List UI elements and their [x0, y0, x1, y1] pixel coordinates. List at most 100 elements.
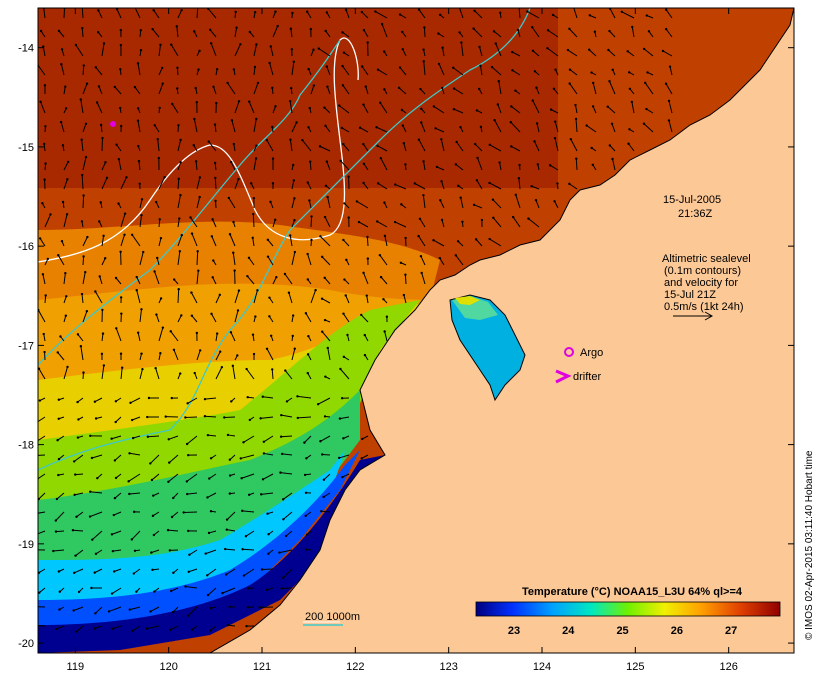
velocity-arrow-head: [77, 590, 81, 594]
velocity-arrow: [154, 271, 160, 285]
velocity-arrow: [234, 44, 241, 57]
velocity-arrow-head: [175, 25, 178, 28]
velocity-arrow: [158, 219, 161, 228]
velocity-arrow-head: [219, 350, 222, 353]
velocity-arrow-head: [668, 65, 672, 68]
velocity-arrow-head: [274, 218, 277, 222]
x-tick-label: 121: [253, 661, 271, 673]
velocity-arrow-head: [535, 86, 538, 89]
velocity-arrow-head: [206, 593, 210, 597]
velocity-arrow-head: [59, 120, 63, 124]
velocity-arrow-head: [292, 60, 296, 63]
velocity-arrow-head: [291, 314, 295, 317]
velocity-arrow: [422, 195, 426, 209]
velocity-arrow: [209, 29, 217, 38]
velocity-arrow-head: [301, 138, 304, 142]
velocity-arrow: [129, 606, 141, 611]
velocity-arrow: [260, 416, 274, 419]
velocity-arrow-head: [58, 590, 62, 593]
velocity-arrow: [137, 120, 141, 133]
velocity-arrow: [82, 65, 85, 76]
velocity-arrow-head: [76, 436, 80, 439]
velocity-arrow: [253, 66, 256, 76]
velocity-arrow-head: [292, 179, 296, 182]
argo-label: Argo: [580, 347, 603, 359]
velocity-arrow: [414, 183, 426, 190]
velocity-arrow: [609, 81, 616, 95]
velocity-arrow-head: [258, 606, 261, 609]
velocity-arrow-head: [79, 98, 82, 101]
velocity-arrow-head: [568, 182, 571, 186]
velocity-arrow: [193, 118, 198, 133]
velocity-arrow: [98, 86, 103, 95]
velocity-arrow-head: [237, 177, 240, 181]
velocity-arrow: [82, 236, 88, 247]
velocity-arrow-head: [30, 513, 32, 515]
velocity-arrow-head: [190, 232, 194, 235]
velocity-arrow-head: [413, 182, 417, 185]
velocity-arrow-head: [440, 138, 443, 141]
velocity-arrow-head: [628, 87, 632, 90]
velocity-arrow: [139, 199, 143, 209]
velocity-arrow: [44, 295, 47, 304]
velocity-arrow: [177, 315, 182, 323]
velocity-arrow: [115, 277, 122, 285]
velocity-arrow-head: [166, 528, 170, 532]
velocity-arrow: [608, 49, 616, 57]
velocity-arrow-head: [57, 253, 60, 257]
velocity-arrow: [191, 233, 198, 247]
velocity-arrow-head: [326, 85, 329, 88]
velocity-arrow: [586, 125, 597, 133]
velocity-arrow-head: [282, 576, 285, 580]
velocity-arrow-head: [156, 256, 159, 260]
velocity-arrow-head: [283, 272, 287, 276]
velocity-arrow-head: [645, 107, 648, 111]
velocity-arrow-head: [214, 176, 217, 180]
velocity-arrow-head: [136, 331, 140, 334]
velocity-arrow: [532, 100, 540, 114]
velocity-arrow-head: [306, 181, 309, 184]
velocity-arrow: [191, 315, 198, 323]
velocity-arrow: [288, 292, 293, 304]
velocity-arrow-head: [246, 395, 249, 399]
velocity-arrow-head: [138, 182, 141, 186]
velocity-arrow-head: [172, 496, 175, 500]
velocity-arrow-head: [647, 30, 651, 33]
velocity-arrow-head: [366, 41, 369, 44]
velocity-arrow-head: [41, 273, 45, 276]
date-label: 15-Jul-2005: [663, 194, 721, 206]
velocity-arrow: [153, 9, 160, 19]
velocity-arrow-head: [422, 160, 425, 163]
velocity-arrow-head: [230, 160, 233, 164]
velocity-arrow-head: [101, 308, 104, 312]
velocity-arrow-head: [385, 315, 389, 318]
velocity-arrow-head: [94, 290, 97, 293]
velocity-arrow-head: [82, 371, 85, 374]
velocity-arrow: [94, 291, 103, 304]
velocity-arrow-head: [282, 518, 285, 521]
velocity-arrow-head: [382, 298, 385, 301]
velocity-arrow: [248, 257, 255, 266]
velocity-arrow-head: [119, 28, 122, 32]
velocity-arrow-head: [114, 420, 117, 424]
velocity-arrow: [433, 105, 445, 114]
velocity-arrow: [53, 549, 65, 552]
velocity-arrow-head: [232, 142, 236, 146]
velocity-arrow-head: [588, 48, 591, 51]
velocity-arrow: [242, 510, 255, 513]
velocity-arrow: [418, 235, 426, 247]
velocity-arrow-head: [325, 11, 329, 14]
velocity-arrow-head: [288, 99, 292, 103]
velocity-arrow: [285, 530, 293, 537]
velocity-arrow: [136, 290, 141, 304]
velocity-arrow-head: [209, 457, 213, 460]
velocity-arrow: [377, 145, 388, 152]
velocity-arrow-head: [393, 220, 397, 224]
velocity-arrow-head: [244, 534, 248, 538]
velocity-arrow-head: [161, 326, 165, 329]
velocity-arrow: [284, 273, 293, 285]
velocity-arrow-head: [498, 161, 501, 164]
velocity-arrow-head: [248, 100, 251, 103]
velocity-arrow: [190, 292, 198, 304]
velocity-arrow: [111, 530, 122, 535]
